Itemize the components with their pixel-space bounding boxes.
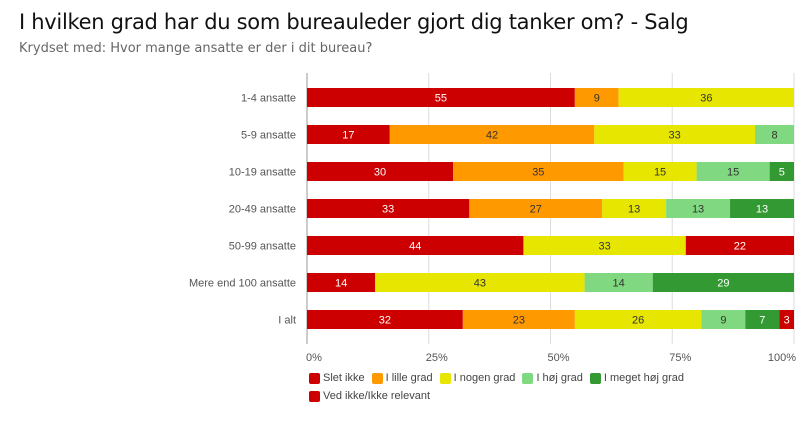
bar-segment <box>453 162 624 181</box>
bar-segment <box>307 88 575 107</box>
data-label: 7 <box>759 315 765 327</box>
data-label: 13 <box>756 204 768 216</box>
legend-label: Slet ikke <box>323 372 365 384</box>
bar-segment <box>462 310 575 329</box>
data-label: 43 <box>474 278 486 290</box>
data-label: 33 <box>598 241 610 253</box>
bar-segment <box>307 125 390 144</box>
x-tick-label: 0% <box>306 352 322 364</box>
data-label: 23 <box>513 315 525 327</box>
bar-segment <box>307 310 463 329</box>
chart-title: I hvilken grad har du som bureauleder gj… <box>19 10 689 34</box>
bar-segment <box>696 162 770 181</box>
bar-segment <box>623 162 697 181</box>
bar-segment <box>701 310 746 329</box>
bar-segment <box>685 236 794 255</box>
x-tick-label: 100% <box>768 352 796 364</box>
data-label: 29 <box>717 278 729 290</box>
data-label: 26 <box>632 315 644 327</box>
data-label: 8 <box>771 130 777 142</box>
data-label: 36 <box>700 93 712 105</box>
legend-label: I meget høj grad <box>603 372 684 384</box>
bar-segment <box>307 199 470 218</box>
bar-segment <box>618 88 794 107</box>
legend-item[interactable]: I nogen grad <box>439 372 516 384</box>
data-label: 13 <box>628 204 640 216</box>
bar-segment <box>602 199 667 218</box>
bar-segment <box>523 236 686 255</box>
bar-segment <box>652 273 794 292</box>
legend-swatch <box>309 372 320 384</box>
chart-subtitle: Krydset med: Hvor mange ansatte er der i… <box>19 41 373 56</box>
legend-label: I høj grad <box>536 372 583 384</box>
bar-segment <box>375 273 585 292</box>
data-label: 44 <box>409 241 421 253</box>
bar-segment <box>389 125 595 144</box>
legend-swatch <box>439 372 451 384</box>
data-label: 5 <box>779 167 785 179</box>
data-label: 17 <box>342 130 354 142</box>
bar-segment <box>469 199 603 218</box>
legend-swatch <box>371 372 383 384</box>
legend-item[interactable]: Ved ikke/Ikke relevant <box>309 390 430 402</box>
data-label: 42 <box>486 130 498 142</box>
bar-segment <box>666 199 731 218</box>
bar-segment <box>584 273 653 292</box>
legend-item[interactable]: I meget høj grad <box>589 372 684 384</box>
legend-swatch <box>309 390 320 402</box>
data-label: 9 <box>594 93 600 105</box>
legend-item[interactable]: Slet ikke <box>309 372 365 384</box>
data-label: 15 <box>727 167 739 179</box>
legend-item[interactable]: I lille grad <box>371 372 433 384</box>
legend-label: I nogen grad <box>453 372 516 384</box>
data-label: 14 <box>613 278 625 290</box>
category-label: I alt <box>278 315 296 327</box>
legend-swatch <box>589 372 601 384</box>
bar-segment <box>574 310 702 329</box>
x-tick-label: 50% <box>548 352 570 364</box>
bar-segment <box>307 236 524 255</box>
legend-item[interactable]: I høj grad <box>522 372 583 384</box>
data-label: 33 <box>669 130 681 142</box>
legend: Slet ikke I lille grad I nogen grad I høj g… <box>309 372 789 408</box>
x-tick-label: 25% <box>426 352 448 364</box>
data-label: 35 <box>532 167 544 179</box>
category-label: 20-49 ansatte <box>229 204 296 216</box>
data-label: 32 <box>379 315 391 327</box>
bar-segment <box>574 88 619 107</box>
bar-segment <box>769 162 794 181</box>
data-label: 13 <box>692 204 704 216</box>
data-label: 22 <box>734 241 746 253</box>
bar-segment <box>745 310 780 329</box>
category-label: 1-4 ansatte <box>241 93 296 105</box>
data-label: 27 <box>530 204 542 216</box>
data-label: 15 <box>654 167 666 179</box>
data-label: 9 <box>720 315 726 327</box>
data-label: 30 <box>374 167 386 179</box>
bar-segment <box>779 310 794 329</box>
legend-label: I lille grad <box>385 372 433 384</box>
x-tick-label: 75% <box>669 352 691 364</box>
bar-segment <box>307 273 376 292</box>
legend-label: Ved ikke/Ikke relevant <box>323 390 431 402</box>
category-label: 10-19 ansatte <box>229 167 296 179</box>
data-label: 14 <box>335 278 347 290</box>
bar-segment <box>594 125 756 144</box>
bar-segment <box>730 199 794 218</box>
bar-segment <box>755 125 794 144</box>
data-label: 3 <box>784 315 790 327</box>
category-label: 5-9 ansatte <box>241 130 296 142</box>
category-label: 50-99 ansatte <box>229 241 296 253</box>
bar-segment <box>307 162 454 181</box>
category-label: Mere end 100 ansatte <box>189 278 296 290</box>
legend-swatch <box>522 372 534 384</box>
data-label: 33 <box>382 204 394 216</box>
data-label: 55 <box>435 93 447 105</box>
